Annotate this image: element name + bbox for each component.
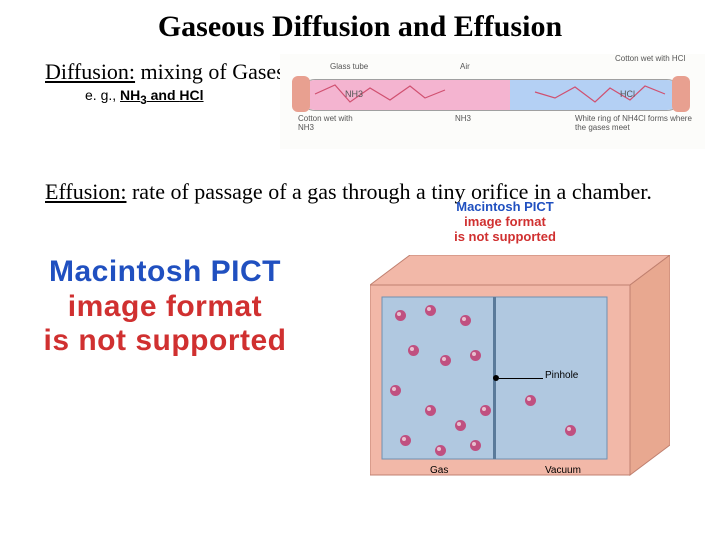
tube-diagram: Glass tube Air Cotton wet with HCl Cotto… (280, 54, 705, 149)
particle (455, 420, 466, 431)
effusion-term: Effusion: (45, 179, 126, 204)
box-3d-svg (370, 255, 670, 485)
particle (408, 345, 419, 356)
page-title: Gaseous Diffusion and Effusion (0, 10, 720, 44)
diffusion-section: Diffusion: mixing of Gases e. g., NH3 an… (45, 59, 720, 169)
particle (435, 445, 446, 456)
particle (565, 425, 576, 436)
diffusion-definition: mixing of Gases (135, 59, 285, 84)
particle (470, 350, 481, 361)
pict-error-large: Macintosh PICT image format is not suppo… (25, 255, 305, 359)
vacuum-label: Vacuum (545, 465, 581, 476)
particle (460, 315, 471, 326)
particle (390, 385, 401, 396)
particle (470, 440, 481, 451)
tube-cap-right (672, 76, 690, 112)
particle (425, 405, 436, 416)
bottom-row: Macintosh PICT image format is not suppo… (0, 220, 720, 530)
diffusion-term: Diffusion: (45, 59, 135, 84)
particle (480, 405, 491, 416)
gas-label: Gas (430, 465, 448, 476)
effusion-text: Effusion: rate of passage of a gas throu… (45, 179, 715, 205)
particle (440, 355, 451, 366)
tube-cap-left (292, 76, 310, 112)
random-walk-path (310, 80, 670, 108)
pict-error-small: Macintosh PICT image format is not suppo… (400, 200, 610, 245)
particle (525, 395, 536, 406)
particle (400, 435, 411, 446)
effusion-diagram: Pinhole Gas Vacuum (370, 255, 670, 485)
particle (395, 310, 406, 321)
pinhole-leader (499, 378, 543, 379)
particle (425, 305, 436, 316)
pinhole-label: Pinhole (545, 370, 578, 381)
